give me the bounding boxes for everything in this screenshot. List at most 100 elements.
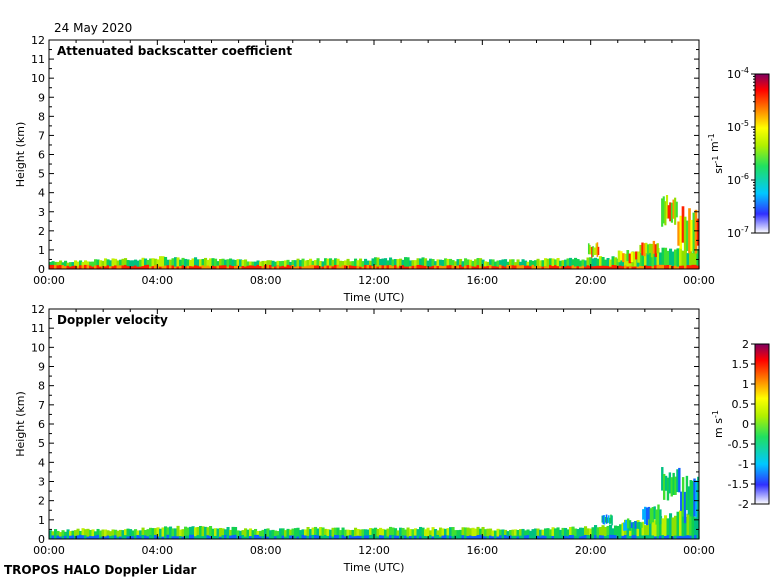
surface-strip [496, 536, 500, 539]
surface-strip [519, 265, 523, 269]
layer-strip [451, 260, 455, 269]
colorbar-tick-label: 10-6 [727, 172, 749, 187]
layer-strip [194, 257, 198, 269]
surface-strip [421, 265, 425, 269]
surface-strip [491, 536, 495, 539]
layer-strip [549, 529, 553, 539]
surface-strip [226, 534, 230, 539]
layer-strip [511, 259, 515, 269]
surface-strip [384, 534, 388, 539]
surface-strip [509, 265, 513, 269]
layer-strip [486, 261, 490, 269]
layer-strip [301, 258, 305, 269]
layer-strip [231, 526, 235, 539]
layer-strip [581, 527, 585, 539]
surface-strip [91, 536, 95, 539]
layer-strip [301, 529, 305, 539]
surface-strip [559, 266, 563, 269]
layer-strip [691, 252, 695, 269]
layer-strip [666, 250, 670, 269]
surface-strip [249, 536, 253, 539]
surface-strip [134, 535, 138, 539]
surface-strip [51, 264, 55, 269]
layer-strip [51, 531, 55, 539]
y-tick-label: 3 [38, 206, 45, 219]
layer-strip [684, 249, 688, 269]
surface-strip [639, 535, 643, 539]
surface-strip [251, 265, 255, 269]
surface-strip [169, 265, 173, 269]
surface-strip [486, 266, 490, 269]
surface-strip [561, 266, 565, 269]
layer-strip [499, 529, 503, 539]
surface-strip [256, 534, 260, 539]
feature-cell [647, 244, 650, 255]
layer-strip [434, 529, 438, 539]
layer-strip [104, 529, 108, 539]
layer-strip [196, 527, 200, 539]
layer-strip [494, 530, 498, 539]
layer-strip [604, 526, 608, 539]
layer-strip [591, 527, 595, 539]
surface-strip [76, 535, 80, 539]
layer-strip [456, 259, 460, 269]
layer-strip [174, 528, 178, 539]
surface-strip [121, 265, 125, 269]
surface-strip [336, 264, 340, 269]
surface-strip [624, 535, 628, 539]
layer-strip [664, 515, 668, 539]
colorbar-tick-label: -1 [738, 458, 749, 471]
feature-cell [670, 202, 673, 223]
surface-strip [171, 536, 175, 539]
layer-strip [314, 260, 318, 269]
surface-strip [611, 264, 615, 269]
layer-strip [126, 528, 130, 539]
layer-strip [249, 528, 253, 539]
layer-strip [521, 528, 525, 539]
layer-strip [666, 518, 670, 539]
layer-strip [161, 527, 165, 539]
layer-strip [511, 529, 515, 539]
surface-strip [279, 535, 283, 539]
surface-strip [336, 535, 340, 539]
layer-strip [494, 261, 498, 269]
surface-strip [561, 535, 565, 539]
surface-strip [491, 266, 495, 269]
surface-strip [571, 535, 575, 539]
feature-cell [676, 469, 679, 493]
layer-strip [374, 257, 378, 269]
layer-strip [431, 259, 435, 269]
surface-strip [659, 264, 663, 269]
feature-cell [689, 480, 692, 517]
surface-strip [116, 536, 120, 539]
surface-strip [634, 266, 638, 269]
surface-strip [564, 535, 568, 539]
surface-strip [691, 264, 695, 269]
surface-strip [489, 264, 493, 269]
surface-strip [211, 265, 215, 269]
plot-frame [48, 308, 700, 540]
feature-cell [609, 517, 611, 525]
layer-strip [56, 530, 60, 539]
surface-strip [379, 265, 383, 269]
y-tick-label: 8 [38, 380, 45, 393]
surface-strip [229, 535, 233, 539]
layer-strip [416, 258, 420, 269]
surface-strip [509, 535, 513, 539]
surface-strip [646, 265, 650, 269]
surface-strip [281, 265, 285, 269]
layer-strip [671, 251, 675, 269]
surface-strip [631, 535, 635, 539]
feature-cell [643, 243, 646, 257]
surface-strip [464, 535, 468, 539]
layer-strip [464, 258, 468, 269]
layer-strip [689, 515, 693, 539]
y-tick-label: 10 [31, 341, 45, 354]
layer-strip [89, 529, 93, 539]
surface-strip [354, 266, 358, 269]
layer-strip [569, 526, 573, 539]
surface-strip [271, 535, 275, 539]
surface-strip [371, 535, 375, 539]
surface-strip [369, 265, 373, 269]
surface-strip [539, 536, 543, 539]
